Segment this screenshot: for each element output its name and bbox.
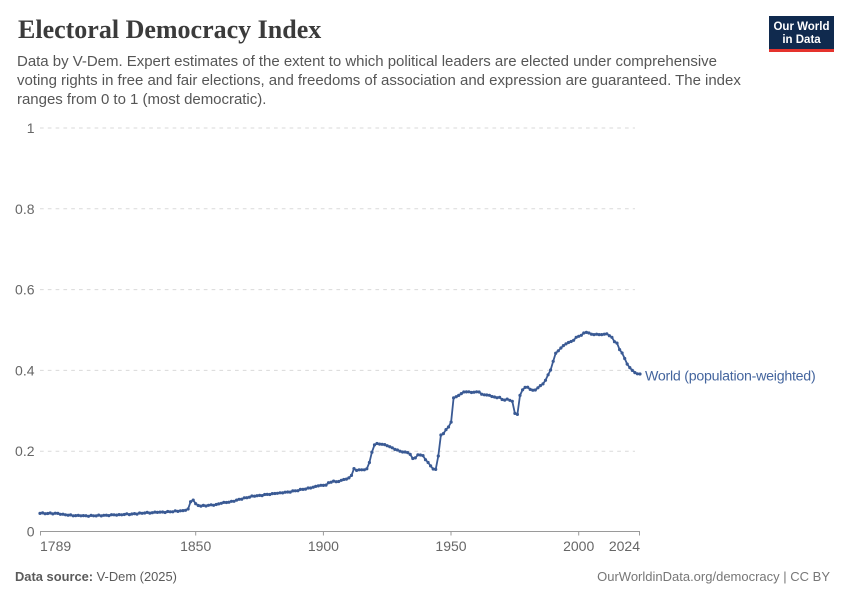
svg-text:1850: 1850 <box>180 538 211 554</box>
svg-text:1900: 1900 <box>308 538 339 554</box>
svg-text:1789: 1789 <box>40 538 71 554</box>
svg-text:2024: 2024 <box>609 538 640 554</box>
svg-text:World (population-weighted): World (population-weighted) <box>645 369 815 385</box>
svg-text:0.8: 0.8 <box>15 201 35 217</box>
svg-text:0.4: 0.4 <box>15 362 35 378</box>
svg-text:0.6: 0.6 <box>15 282 35 298</box>
svg-text:1950: 1950 <box>435 538 466 554</box>
svg-text:1: 1 <box>27 120 35 136</box>
svg-text:2000: 2000 <box>563 538 594 554</box>
svg-text:0: 0 <box>27 524 35 540</box>
svg-text:0.2: 0.2 <box>15 443 35 459</box>
